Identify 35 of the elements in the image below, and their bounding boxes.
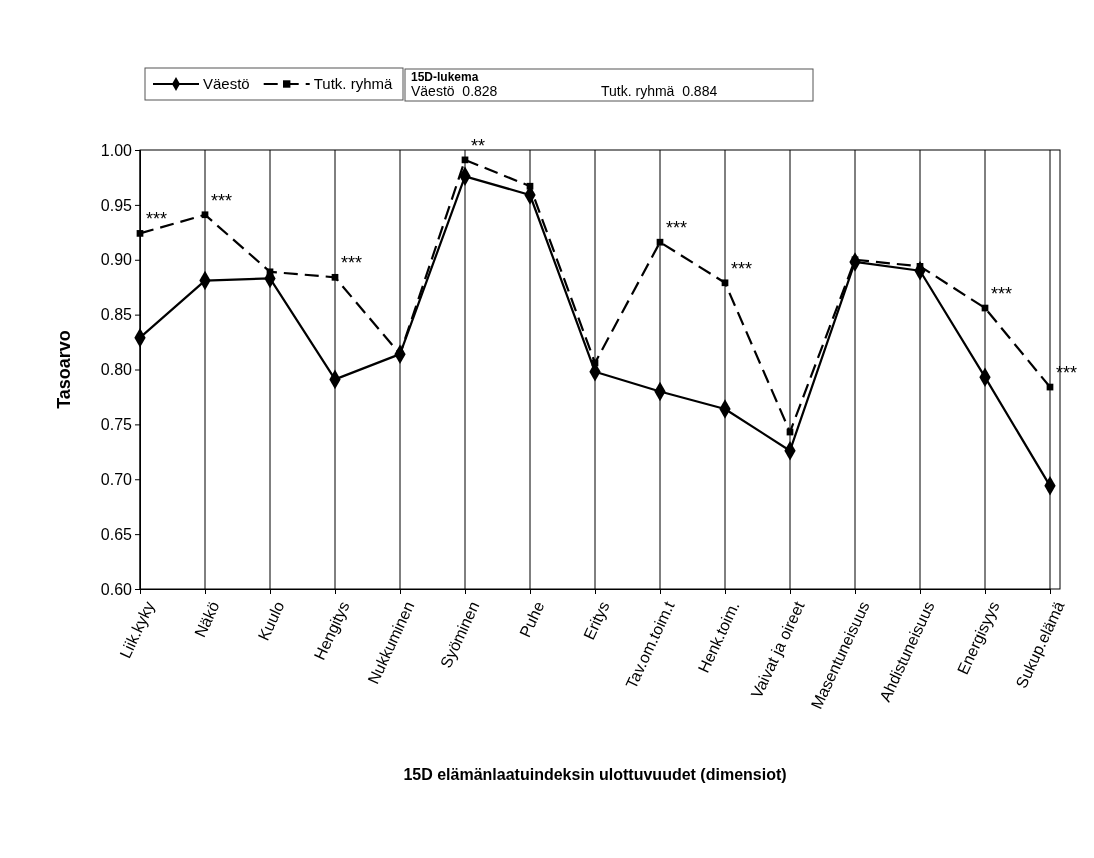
y-tick-label: 0.70 — [100, 470, 133, 488]
y-tick-label: 1.00 — [100, 141, 133, 159]
point — [201, 211, 209, 219]
annotation: *** — [341, 253, 363, 274]
annotation: *** — [1056, 363, 1078, 384]
y-tick-label: 0.60 — [100, 580, 133, 598]
point — [266, 268, 274, 276]
annotation: ** — [471, 135, 486, 156]
annotation: *** — [211, 190, 233, 211]
y-tick-label: 0.65 — [100, 525, 133, 543]
text: Tutk. ryhmä 0.884 — [601, 83, 718, 99]
point — [526, 182, 534, 190]
y-tick-label: 0.90 — [100, 251, 133, 269]
annotation: *** — [146, 209, 168, 230]
x-tick-label: Kuulo — [254, 598, 288, 644]
y-tick-label: 0.80 — [100, 361, 133, 379]
annotation: *** — [666, 218, 688, 239]
x-tick-label: Puhe — [516, 598, 548, 640]
legend-label: Tutk. ryhmä — [313, 75, 393, 92]
y-tick-label: 0.85 — [100, 306, 133, 324]
annotation: *** — [991, 284, 1013, 305]
annotation: *** — [731, 258, 753, 279]
y-axis-title: Tasoarvo — [54, 330, 74, 409]
legend-label: Väestö — [203, 75, 250, 92]
point — [656, 238, 664, 246]
point — [721, 279, 729, 287]
y-tick-label: 0.95 — [100, 196, 133, 214]
text: Väestö 0.828 — [411, 83, 498, 99]
point — [331, 273, 339, 281]
x-tick-label: Eritys — [580, 598, 613, 643]
y-tick-label: 0.75 — [100, 415, 133, 433]
x-axis-title: 15D elämänlaatuindeksin ulottuvuudet (dimensiot) — [403, 766, 787, 783]
x-tick-label: Näkö — [191, 598, 223, 640]
text: 15D-lukema — [411, 70, 479, 84]
point — [136, 230, 144, 237]
